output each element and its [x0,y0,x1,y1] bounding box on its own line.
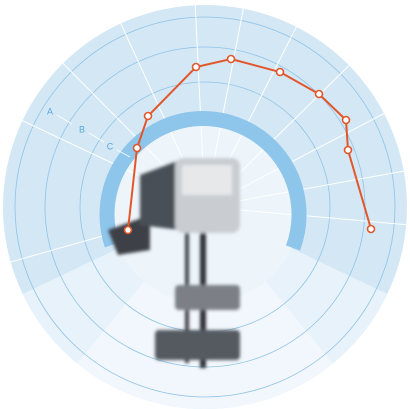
ring-label: A [47,106,53,116]
ring-label: C [107,141,114,151]
label-leaders [56,114,131,158]
vehicle-image [108,158,240,368]
coverage-curve [123,54,376,235]
ring-label: B [79,124,85,134]
